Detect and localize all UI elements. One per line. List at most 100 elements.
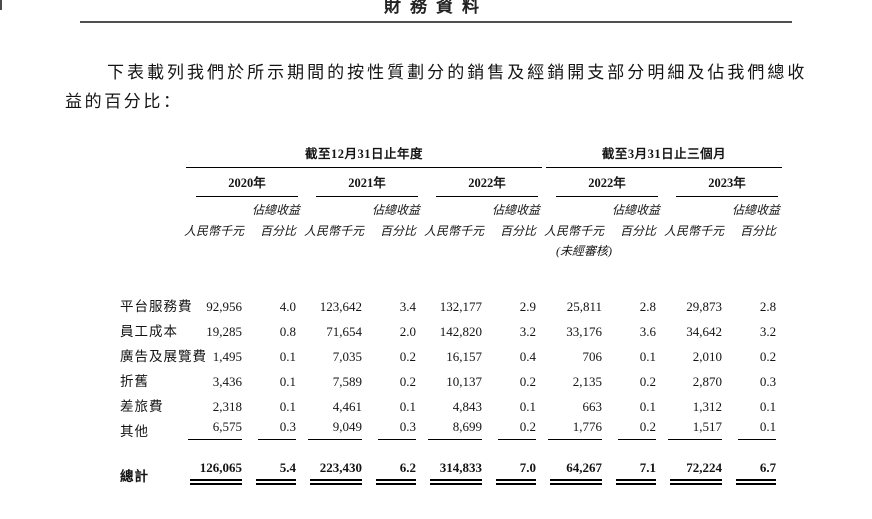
unaudited-note-row: (未經審核) bbox=[120, 239, 784, 259]
row-label: 差旅費 bbox=[120, 399, 164, 414]
expense-row-others: 其他 6,575 0.3 9,049 0.3 8,699 0.2 1,776 0… bbox=[120, 415, 784, 440]
rmb-thousand-header: 人民幣千元 bbox=[424, 224, 485, 238]
percent-cell: 0.1 bbox=[279, 349, 296, 364]
period-group-row: 截至12月31日止年度 截至3月31日止三個月 bbox=[120, 142, 784, 168]
amount-cell: 6,575 bbox=[184, 415, 252, 440]
percent-cell: 4.0 bbox=[279, 299, 296, 314]
year-2023-q1: 2023年 bbox=[676, 172, 779, 197]
page-title: 財務資料 bbox=[384, 0, 488, 16]
amount-cell: 2,135 bbox=[572, 374, 603, 389]
percent-cell: 2.8 bbox=[759, 299, 777, 314]
intro-paragraph: 下表載列我們於所示期間的按性質劃分的銷售及經銷開支部分明細及佔我們總收益的百分比… bbox=[65, 63, 807, 111]
amount-cell: 663 bbox=[582, 399, 603, 414]
amount-cell: 706 bbox=[582, 349, 603, 364]
amount-cell: 3,436 bbox=[212, 374, 242, 389]
subtotal-rule: 0.2 bbox=[618, 419, 657, 440]
amount-cell: 19,285 bbox=[206, 324, 242, 339]
total-percent-cell: 6.2 bbox=[372, 449, 424, 485]
subtotal-rule: 1,517 bbox=[668, 419, 723, 440]
percent-cell: 0.2 bbox=[519, 374, 537, 389]
header-spacer bbox=[120, 259, 784, 290]
percent-cell: 3.4 bbox=[399, 299, 416, 314]
subtotal-rule: 0.1 bbox=[738, 419, 777, 440]
amount-cell: 1,312 bbox=[692, 399, 723, 414]
amount-cell: 1,776 bbox=[544, 415, 612, 440]
scan-edge-artifact bbox=[0, 0, 2, 10]
amount-cell: 25,811 bbox=[566, 299, 603, 314]
total-percent-cell: 5.4 bbox=[252, 449, 304, 485]
row-label: 廣告及展覽費 bbox=[120, 349, 207, 364]
amount-cell: 34,642 bbox=[686, 324, 723, 339]
pct-of-revenue-header: 佔總收益 bbox=[372, 203, 421, 217]
year-2022: 2022年 bbox=[436, 172, 539, 197]
grand-total-rule: 7.1 bbox=[616, 460, 657, 485]
expense-row-advertising-exhibition: 廣告及展覽費 1,495 0.1 7,035 0.2 16,157 0.4 70… bbox=[120, 340, 784, 365]
percent-cell: 3.2 bbox=[759, 324, 777, 339]
percent-cell: 0.1 bbox=[639, 349, 657, 364]
rmb-thousand-header: 人民幣千元 bbox=[304, 224, 365, 238]
percentage-header: 百分比 bbox=[620, 224, 657, 238]
total-percent-cell: 7.1 bbox=[612, 449, 664, 485]
percent-cell: 2.8 bbox=[639, 299, 657, 314]
amount-cell: 2,010 bbox=[692, 349, 723, 364]
amount-cell: 132,177 bbox=[439, 299, 482, 314]
pct-of-revenue-header: 佔總收益 bbox=[492, 203, 541, 217]
grand-total-rule: 314,833 bbox=[430, 460, 482, 485]
percent-cell: 3.6 bbox=[639, 324, 657, 339]
total-amount-cell: 223,430 bbox=[304, 449, 372, 485]
amount-cell: 92,956 bbox=[206, 299, 242, 314]
percent-cell: 2.0 bbox=[399, 324, 416, 339]
year-header-row: 2020年 2021年 2022年 2022年 2023年 bbox=[120, 168, 784, 197]
percent-cell: 0.2 bbox=[759, 349, 777, 364]
amount-cell: 142,820 bbox=[439, 324, 482, 339]
percentage-header: 百分比 bbox=[740, 224, 777, 238]
grand-total-rule: 7.0 bbox=[496, 460, 537, 485]
grand-total-rule: 126,065 bbox=[190, 460, 242, 485]
total-amount-cell: 314,833 bbox=[424, 449, 492, 485]
grand-total-rule: 72,224 bbox=[670, 460, 723, 485]
percent-cell: 0.2 bbox=[492, 415, 544, 440]
percent-cell: 0.3 bbox=[759, 374, 777, 389]
grand-total-rule: 6.7 bbox=[736, 460, 777, 485]
percent-cell: 0.2 bbox=[399, 349, 416, 364]
total-label: 總計 bbox=[120, 469, 149, 484]
grand-total-rule: 5.4 bbox=[256, 460, 296, 485]
percent-cell: 0.1 bbox=[519, 399, 537, 414]
percentage-header: 百分比 bbox=[500, 224, 537, 238]
period-group-quarterly: 截至3月31日止三個月 bbox=[546, 143, 783, 168]
total-percent-cell: 6.7 bbox=[732, 449, 784, 485]
amount-cell: 4,843 bbox=[452, 399, 482, 414]
total-amount-cell: 64,267 bbox=[544, 449, 612, 485]
amount-cell: 123,642 bbox=[319, 299, 362, 314]
percent-cell: 0.1 bbox=[279, 399, 296, 414]
amount-cell: 33,176 bbox=[566, 324, 603, 339]
amount-cell: 29,873 bbox=[686, 299, 723, 314]
percent-cell: 0.4 bbox=[519, 349, 537, 364]
total-percent-cell: 7.0 bbox=[492, 449, 544, 485]
percent-cell: 3.2 bbox=[519, 324, 537, 339]
selling-expenses-table: 截至12月31日止年度 截至3月31日止三個月 2020年 2021年 2022… bbox=[120, 142, 784, 485]
rmb-thousand-header: 人民幣千元 bbox=[184, 224, 245, 238]
percent-cell: 0.2 bbox=[612, 415, 664, 440]
amount-cell: 4,461 bbox=[332, 399, 362, 414]
grand-total-rule: 64,267 bbox=[550, 460, 603, 485]
amount-cell: 2,318 bbox=[212, 399, 242, 414]
amount-cell: 9,049 bbox=[304, 415, 372, 440]
amount-cell: 7,589 bbox=[332, 374, 362, 389]
total-amount-cell: 72,224 bbox=[664, 449, 732, 485]
percent-cell: 0.8 bbox=[279, 324, 296, 339]
rmb-thousand-header: 人民幣千元 bbox=[544, 224, 605, 238]
amount-cell: 16,157 bbox=[446, 349, 482, 364]
grand-total-rule: 223,430 bbox=[310, 460, 362, 485]
percentage-header: 百分比 bbox=[259, 224, 296, 238]
percent-cell: 2.9 bbox=[519, 299, 537, 314]
year-2022-q1: 2022年 bbox=[556, 172, 659, 197]
amount-cell: 71,654 bbox=[326, 324, 362, 339]
subheader-row-units: 人民幣千元 百分比 人民幣千元 百分比 人民幣千元 百分比 人民幣千元 百分比 人民幣千… bbox=[120, 218, 784, 239]
percent-cell: 0.1 bbox=[399, 399, 416, 414]
percent-cell: 0.1 bbox=[759, 399, 777, 414]
expense-row-travel: 差旅費 2,318 0.1 4,461 0.1 4,843 0.1 663 0.… bbox=[120, 390, 784, 415]
year-2021: 2021年 bbox=[316, 172, 418, 197]
expense-row-depreciation: 折舊 3,436 0.1 7,589 0.2 10,137 0.2 2,135 … bbox=[120, 365, 784, 390]
